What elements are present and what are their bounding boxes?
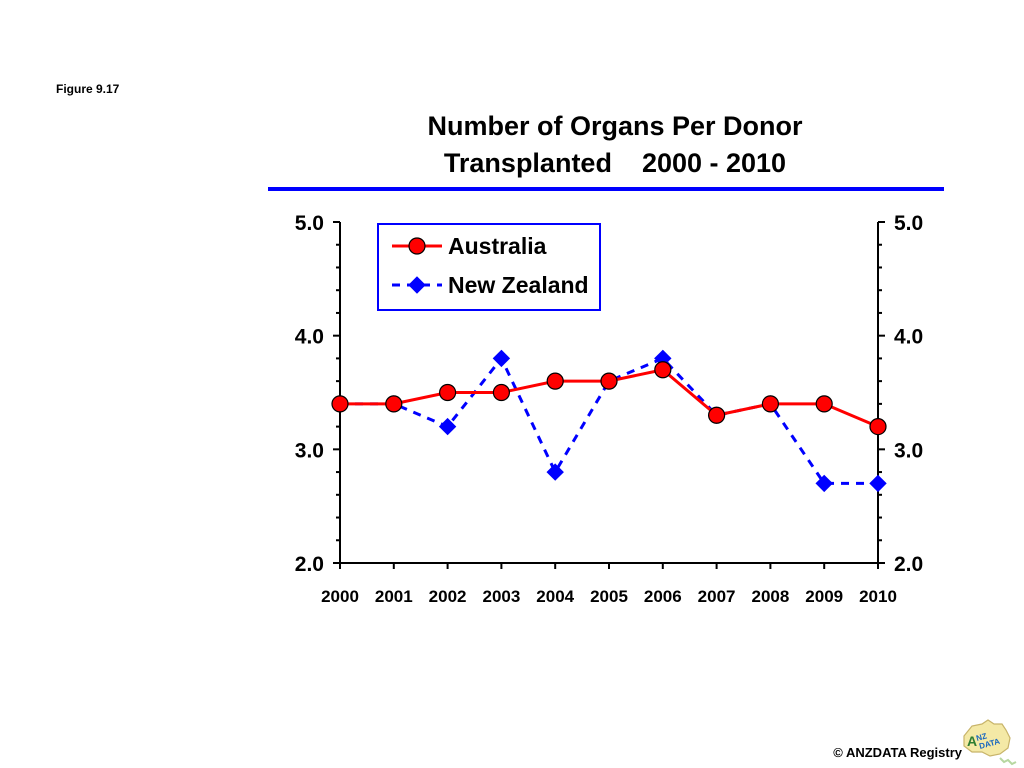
data-point <box>546 463 564 481</box>
series-layer <box>331 349 887 493</box>
data-point <box>600 372 618 390</box>
x-tick-label: 2010 <box>859 587 897 606</box>
copyright-footer: © ANZDATA Registry <box>833 745 962 760</box>
axes-layer: 2.0 2.0 3.0 3.0 4.0 4.0 5.0 5.0 2000 2001 2002 2003… <box>295 212 923 606</box>
data-point <box>439 383 457 402</box>
x-tick-label: 2003 <box>482 587 520 606</box>
data-point <box>707 406 726 424</box>
x-tick-label: 2007 <box>698 587 736 606</box>
x-tick-label: 2009 <box>805 587 843 606</box>
data-point <box>654 361 672 379</box>
series-australia <box>331 361 887 436</box>
series-line <box>340 355 878 485</box>
data-point <box>331 395 349 413</box>
y-tick-label-right: 3.0 <box>894 439 923 462</box>
x-tick-label: 2008 <box>751 587 789 606</box>
legend: Australia New Zealand <box>377 223 601 311</box>
legend-swatch-marker <box>408 237 426 255</box>
x-tick-label: 2004 <box>536 587 574 606</box>
legend-swatch-marker <box>408 276 426 294</box>
svg-text:NZ: NZ <box>975 731 988 742</box>
series-new-zealand <box>331 349 887 493</box>
svg-text:A: A <box>967 733 977 749</box>
data-point <box>869 418 887 436</box>
x-tick-label: 2001 <box>375 587 413 606</box>
x-tick-label: 2002 <box>429 587 467 606</box>
legend-label: New Zealand <box>448 272 589 298</box>
y-tick-label-right: 4.0 <box>894 326 923 349</box>
x-tick-label: 2000 <box>321 587 359 606</box>
y-tick-label-left: 2.0 <box>295 553 324 576</box>
chart-title: Number of Organs Per Donor Transplanted … <box>300 108 930 182</box>
chart-title-line-2: Transplanted 2000 - 2010 <box>443 148 787 178</box>
title-rule <box>268 187 944 191</box>
data-point <box>546 372 564 390</box>
data-point <box>869 474 887 493</box>
y-tick-label-left: 4.0 <box>295 326 324 349</box>
data-point <box>438 417 457 436</box>
figure-label: Figure 9.17 <box>56 82 120 96</box>
legend-label: Australia <box>448 233 547 259</box>
data-point <box>385 395 403 413</box>
data-point <box>815 474 833 493</box>
data-point <box>761 395 780 413</box>
y-tick-label-left: 3.0 <box>295 439 324 462</box>
y-tick-label-right: 2.0 <box>894 553 923 576</box>
data-point <box>492 383 510 402</box>
x-tick-label: 2005 <box>590 587 628 606</box>
x-tick-label: 2006 <box>644 587 682 606</box>
anzdata-logo: A NZ DATA <box>963 719 1017 766</box>
y-tick-label-right: 5.0 <box>894 212 923 235</box>
y-tick-label-left: 5.0 <box>295 212 324 235</box>
chart-title-line-1: Number of Organs Per Donor <box>427 111 803 141</box>
data-point <box>492 349 511 368</box>
data-point <box>815 395 833 413</box>
